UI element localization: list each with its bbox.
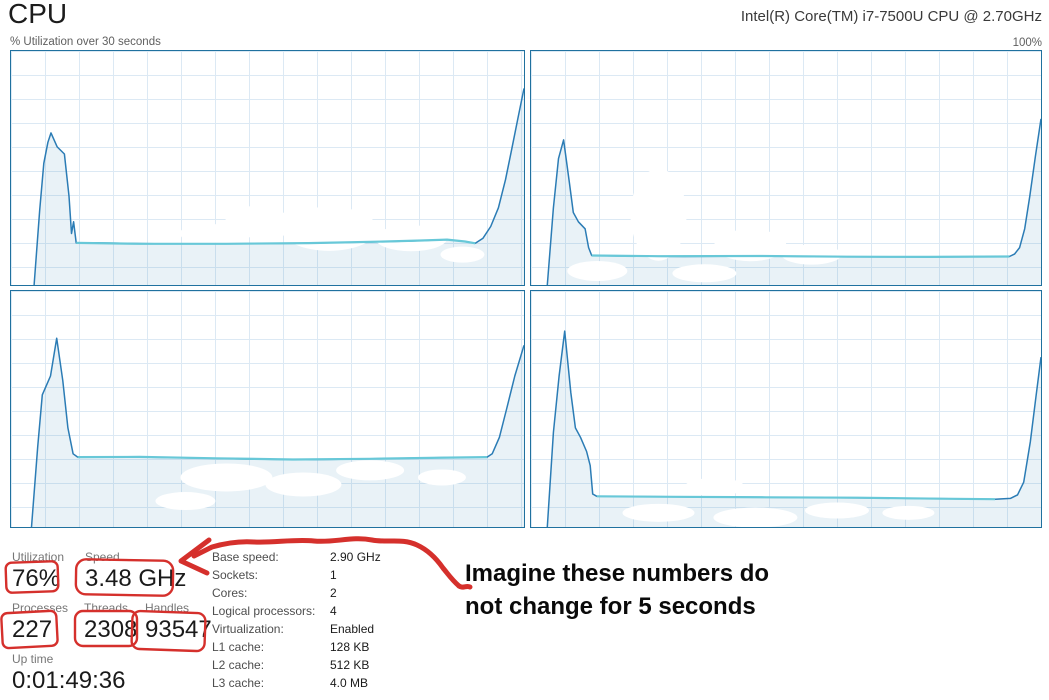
spec-label: Base speed:	[212, 550, 279, 564]
spec-row-virtualization: Virtualization: Enabled	[212, 620, 381, 638]
spec-value: 128 KB	[330, 640, 370, 654]
cpu-core-graph-3[interactable]	[10, 290, 525, 528]
cpu-stats-panel: Utilization 76% Speed 3.48 GHz Processes…	[0, 540, 1049, 700]
stat-handles: Handles 93547	[145, 601, 212, 644]
spec-label: L1 cache:	[212, 640, 265, 654]
spec-label: Logical processors:	[212, 604, 316, 618]
spec-row-sockets: Sockets: 1	[212, 566, 381, 584]
stat-processes-label: Processes	[12, 601, 69, 615]
stat-utilization: Utilization 76%	[12, 550, 64, 593]
cpu-core-graph-1-plot	[33, 88, 524, 285]
spec-value: 512 KB	[330, 658, 370, 672]
spec-row-l1-cache: L1 cache: 128 KB	[212, 638, 381, 656]
spec-value: Enabled	[330, 622, 375, 636]
spec-value: 4.0 MB	[330, 676, 369, 690]
handwritten-annotation-text: Imagine these numbers do not change for …	[465, 557, 769, 623]
stat-handles-value: 93547	[145, 616, 212, 643]
cpu-graphs-grid	[10, 50, 1042, 528]
annotation-line-1: Imagine these numbers do	[465, 560, 770, 587]
spec-row-base-speed: Base speed: 2.90 GHz	[212, 548, 381, 566]
stat-threads-value: 2308	[84, 616, 138, 643]
stat-threads: Threads 2308	[84, 601, 137, 644]
stat-processes: Processes 227	[12, 601, 68, 644]
stat-uptime: Up time 0:01:49:36	[12, 652, 125, 695]
cpu-core-graph-4[interactable]	[530, 290, 1042, 528]
stat-speed: Speed 3.48 GHz	[85, 550, 186, 593]
cpu-core-graph-2-plot	[546, 118, 1041, 285]
spec-value: 2	[330, 586, 337, 600]
spec-row-cores: Cores: 2	[212, 584, 381, 602]
spec-label: Cores:	[212, 586, 248, 600]
stat-uptime-label: Up time	[12, 652, 54, 666]
spec-row-l2-cache: L2 cache: 512 KB	[212, 656, 381, 674]
stat-utilization-label: Utilization	[12, 550, 65, 564]
spec-row-l3-cache: L3 cache: 4.0 MB	[212, 674, 381, 692]
cpu-core-graph-2[interactable]	[530, 50, 1042, 286]
stat-speed-label: Speed	[85, 550, 120, 564]
stat-speed-value: 3.48 GHz	[85, 565, 187, 592]
spec-label: L2 cache:	[212, 658, 265, 672]
cpu-core-graph-1[interactable]	[10, 50, 525, 286]
page-title: CPU	[8, 0, 68, 29]
spec-value: 1	[330, 568, 337, 582]
utilization-axis-label: % Utilization over 30 seconds	[10, 36, 161, 48]
stat-handles-label: Handles	[145, 601, 190, 615]
cpu-core-graph-3-plot	[30, 337, 524, 527]
spec-value: 4	[330, 604, 337, 618]
cpu-core-graph-4-plot	[546, 330, 1041, 527]
stat-threads-label: Threads	[84, 601, 129, 615]
cpu-spec-list: Base speed: 2.90 GHz Sockets: 1 Cores: 2…	[212, 548, 381, 692]
stat-utilization-value: 76%	[12, 565, 61, 592]
annotation-line-2: not change for 5 seconds	[465, 593, 756, 620]
spec-label: Virtualization:	[212, 622, 284, 636]
stat-uptime-value: 0:01:49:36	[12, 667, 126, 694]
spec-label: Sockets:	[212, 568, 259, 582]
spec-row-logical-processors: Logical processors: 4	[212, 602, 381, 620]
utilization-max-label: 100%	[1012, 37, 1042, 49]
cpu-model-name: Intel(R) Core(TM) i7-7500U CPU @ 2.70GHz	[740, 8, 1042, 25]
spec-label: L3 cache:	[212, 676, 265, 690]
stat-processes-value: 227	[12, 616, 53, 643]
spec-value: 2.90 GHz	[330, 550, 381, 564]
